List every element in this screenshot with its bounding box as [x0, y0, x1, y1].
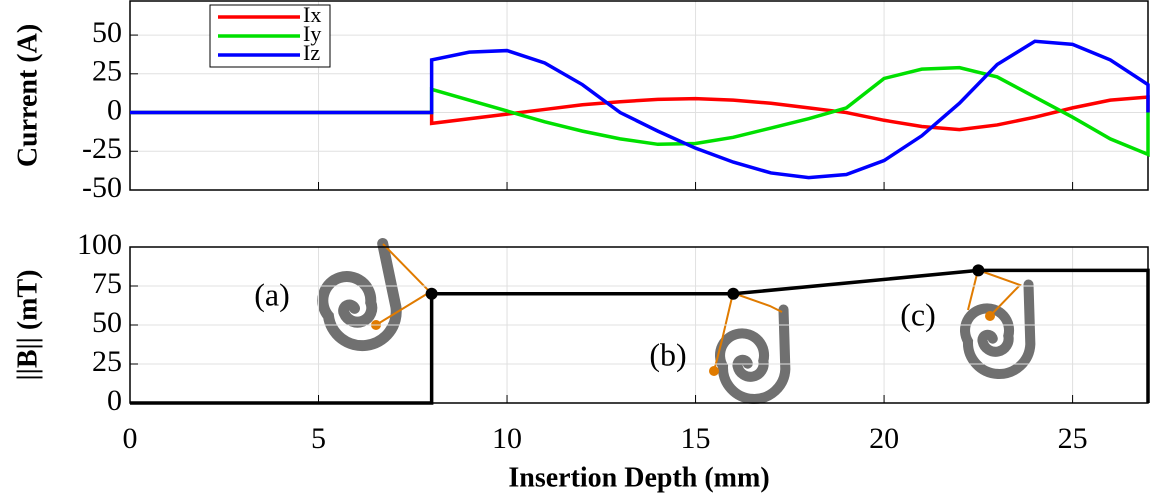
marker	[727, 287, 740, 300]
y-tick-label: 0	[107, 384, 122, 417]
y-tick-label: 25	[92, 345, 122, 378]
y-tick-label: 100	[77, 228, 122, 261]
y-tick-label: -25	[82, 132, 122, 165]
x-tick-label: 25	[1058, 422, 1088, 455]
y-tick-label: 25	[92, 55, 122, 88]
marker	[972, 264, 985, 277]
illustration-c	[965, 269, 1030, 374]
legend-label: Ix	[303, 2, 321, 27]
marker	[425, 287, 438, 300]
series-line	[130, 65, 1150, 157]
x-tick-label: 15	[681, 422, 711, 455]
annotation: (a)	[254, 276, 290, 312]
y-axis-label: Current (A)	[12, 24, 43, 167]
y-tick-label: 50	[92, 16, 122, 49]
y-tick-label: -50	[82, 171, 122, 204]
y-tick-label: 75	[92, 267, 122, 300]
x-tick-label: 10	[492, 422, 522, 455]
x-tick-label: 0	[123, 422, 138, 455]
x-tick-label: 5	[311, 422, 326, 455]
x-tick-label: 20	[869, 422, 899, 455]
annotation: (c)	[900, 296, 936, 332]
y-tick-label: 0	[107, 93, 122, 126]
series-line	[130, 39, 1150, 180]
legend-label: Iz	[303, 40, 320, 65]
x-axis-label: Insertion Depth (mm)	[508, 462, 769, 493]
annotation: (b)	[649, 336, 686, 372]
series-line	[130, 95, 1150, 132]
y-tick-label: 50	[92, 306, 122, 339]
legend-label: Iy	[303, 21, 321, 46]
illustration-b	[709, 292, 785, 399]
y-axis-label: ||B|| (mT)	[12, 270, 43, 381]
illustration-a	[315, 243, 432, 351]
